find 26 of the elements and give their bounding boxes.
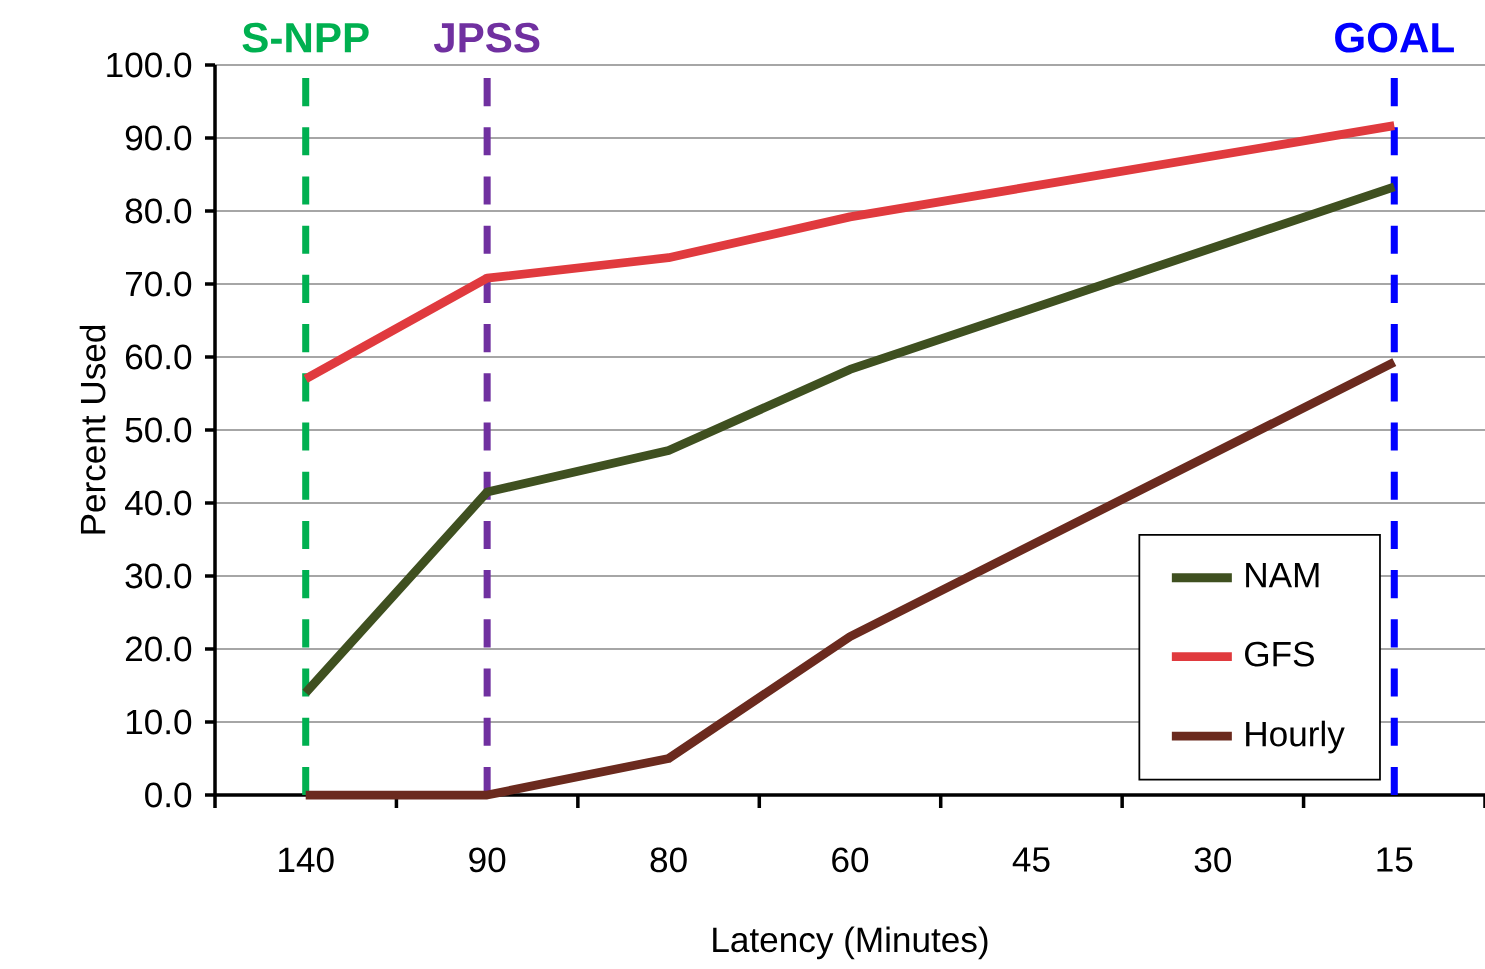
x-tick-label: 45: [1012, 847, 1050, 872]
y-tick-label: 70.0: [126, 271, 192, 297]
x-tick-label: 140: [279, 847, 334, 873]
legend-label: NAM: [1246, 562, 1319, 588]
x-tick-label: 60: [832, 847, 869, 873]
y-tick-label: 80.0: [125, 198, 192, 224]
legend-label: Hourly: [1246, 720, 1345, 754]
y-tick-label: 30.0: [125, 563, 192, 589]
legend-label: GFS: [1245, 641, 1314, 667]
x-tick-label: 80: [650, 847, 687, 873]
x-tick-label: 90: [469, 847, 506, 873]
y-tick-label: 100.0: [107, 52, 192, 78]
x-tick-label: 15: [1377, 847, 1413, 872]
ref-line-label: JPSS: [433, 22, 540, 53]
y-axis-title: Percent Used: [79, 325, 106, 534]
y-tick-label: 10.0: [126, 709, 192, 735]
y-tick-label: 50.0: [125, 417, 192, 443]
x-axis-title: Latency (Minutes): [713, 926, 988, 960]
y-tick-label: 40.0: [125, 490, 192, 516]
ref-line-label: GOAL: [1335, 22, 1454, 53]
y-tick-label: 60.0: [125, 344, 192, 370]
y-tick-label: 0.0: [145, 782, 192, 808]
x-tick-label: 30: [1194, 847, 1232, 873]
y-tick-label: 90.0: [125, 125, 192, 151]
ref-line-label: S-NPP: [242, 22, 369, 53]
y-tick-label: 20.0: [125, 636, 192, 662]
